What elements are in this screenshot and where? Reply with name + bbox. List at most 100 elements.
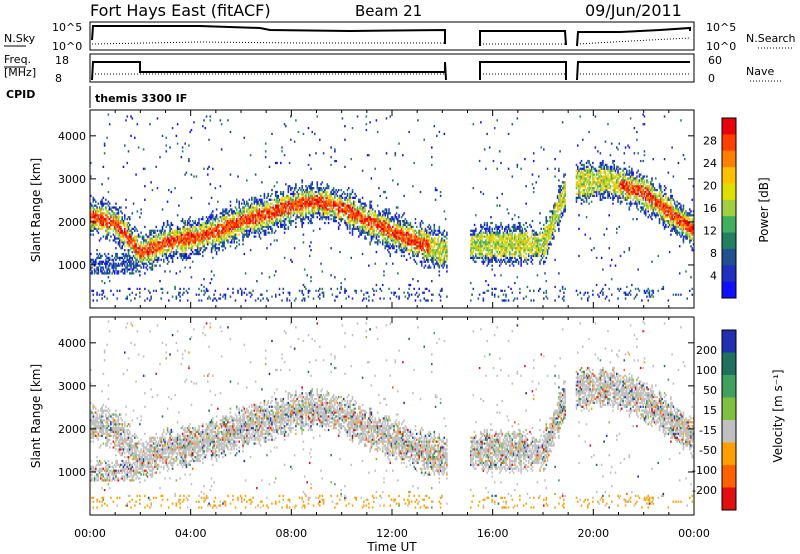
power-cell — [439, 250, 442, 254]
power-cell — [370, 177, 373, 180]
power-cell — [511, 231, 514, 234]
power-cell — [213, 223, 215, 227]
power-cell — [108, 256, 111, 260]
power-cell — [402, 225, 404, 229]
power-cell — [478, 247, 481, 250]
power-cell — [519, 254, 521, 258]
power-cell — [521, 239, 524, 242]
power-cell — [135, 260, 137, 263]
power-cell — [183, 221, 185, 225]
power-cell — [493, 243, 496, 246]
power-cell — [232, 214, 234, 217]
power-cell — [298, 192, 301, 196]
power-cell — [205, 247, 208, 250]
power-cell — [175, 134, 178, 137]
power-cell — [481, 250, 483, 254]
cpid-panel: CPID themis 3300 IF — [6, 86, 187, 108]
power-cell — [395, 229, 398, 232]
power-cell — [95, 223, 97, 227]
power-cell — [248, 223, 251, 227]
power-cell — [422, 221, 424, 225]
power-cell — [386, 212, 389, 215]
power-cell — [425, 247, 428, 250]
power-cell — [191, 227, 194, 230]
power-cell — [201, 245, 204, 248]
power-cell — [274, 295, 277, 298]
power-cell — [419, 190, 422, 194]
power-cell — [92, 198, 95, 201]
power-cell — [175, 239, 178, 242]
power-cell — [194, 219, 196, 223]
power-cell — [131, 256, 134, 260]
power-cell — [278, 287, 281, 291]
power-cell — [256, 200, 258, 203]
power-cell — [361, 223, 364, 227]
power-cell — [365, 223, 368, 227]
power-cell — [233, 210, 236, 213]
power-cell — [193, 175, 195, 178]
power-cell — [308, 210, 311, 213]
power-cell — [212, 221, 214, 225]
power-cell — [179, 270, 181, 273]
power-cell — [510, 241, 512, 244]
power-cell — [311, 216, 314, 219]
power-cell — [213, 237, 215, 240]
power-cell — [345, 289, 347, 292]
power-cell — [384, 216, 387, 219]
power-cell — [428, 243, 431, 246]
power-cell — [505, 247, 507, 250]
power-cell — [107, 177, 110, 180]
power-cell — [442, 262, 444, 265]
power-cell — [310, 204, 312, 207]
power-cell — [525, 295, 527, 298]
power-cell — [97, 202, 100, 205]
power-cell — [232, 231, 234, 234]
power-cell — [336, 194, 339, 198]
power-cell — [96, 268, 98, 271]
power-cell — [277, 225, 280, 229]
power-cell — [98, 239, 101, 242]
power-cell — [166, 221, 169, 225]
power-cell — [184, 235, 186, 238]
power-cell — [311, 208, 314, 211]
power-cell — [386, 216, 389, 219]
power-cell — [363, 210, 365, 213]
power-cell — [522, 247, 525, 250]
power-cell — [378, 212, 380, 215]
power-cell — [292, 194, 295, 198]
power-cell — [107, 252, 110, 256]
power-cell — [292, 190, 295, 194]
power-cell — [223, 231, 225, 234]
power-cell — [351, 212, 354, 215]
power-cell — [381, 223, 384, 227]
power-cell — [400, 229, 403, 232]
power-cell — [107, 225, 110, 229]
power-cell — [349, 210, 351, 213]
power-cell — [529, 237, 531, 240]
power-cell — [215, 229, 218, 232]
power-cell — [263, 218, 266, 221]
power-cell — [497, 249, 500, 252]
power-cell — [324, 188, 326, 192]
power-cell — [441, 254, 443, 258]
power-cell — [482, 249, 485, 252]
power-cell — [530, 250, 532, 254]
power-cell — [207, 229, 209, 232]
power-cell — [267, 192, 269, 196]
power-cell — [129, 287, 131, 291]
power-cell — [237, 227, 239, 230]
power-cell — [258, 227, 261, 230]
power-cell — [383, 274, 385, 277]
power-cell — [295, 204, 297, 207]
power-cell — [107, 204, 110, 207]
power-cell — [272, 206, 275, 209]
power-cell — [512, 239, 515, 242]
power-cell — [254, 223, 257, 227]
power-cell — [519, 249, 521, 252]
power-cell — [168, 245, 170, 248]
power-cell — [516, 245, 519, 248]
power-cell — [412, 239, 414, 242]
power-cell — [529, 223, 531, 227]
power-cell — [287, 202, 290, 205]
power-cell — [337, 227, 340, 230]
